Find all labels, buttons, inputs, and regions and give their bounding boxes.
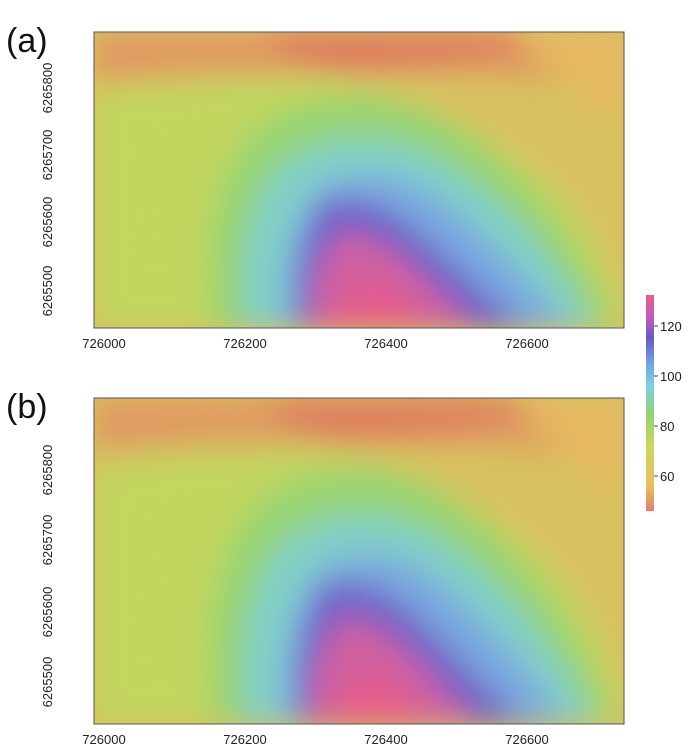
panel-b-y-tick: 6265800 [40,445,55,496]
panel-b-y-tick: 6265600 [40,587,55,638]
panel-a-x-tick: 726400 [364,336,407,351]
panel-b-x-axis: 726000 726200 726400 726600 [82,732,548,747]
panel-a-x-axis: 726000 726200 726400 726600 [82,336,548,351]
panel-b-map [93,397,625,725]
colorbar-tick-label: 100 [660,369,682,384]
colorbar-ramp [646,295,654,511]
panel-a-x-tick: 726600 [505,336,548,351]
panel-b-x-tick: 726000 [82,732,125,747]
panel-a-y-tick: 6265500 [40,266,55,317]
panel-b: (b) 726000 726200 726400 726600 6265800 … [6,388,625,747]
panel-a-y-tick: 6265800 [40,63,55,114]
panel-a-x-tick: 726200 [223,336,266,351]
panel-b-label: (b) [6,388,48,426]
colorbar: 120 100 80 60 [646,295,682,511]
panel-b-x-tick: 726200 [223,732,266,747]
colorbar-tick-label: 60 [660,469,674,484]
panel-a-y-tick: 6265700 [40,130,55,181]
panel-a-y-axis: 6265800 6265700 6265600 6265500 [40,63,55,317]
panel-b-y-axis: 6265800 6265700 6265600 6265500 [40,445,55,708]
panel-b-y-tick: 6265500 [40,657,55,708]
panel-b-x-tick: 726400 [364,732,407,747]
panel-b-y-tick: 6265700 [40,515,55,566]
colorbar-tick-label: 120 [660,319,682,334]
panel-a-label: (a) [6,22,48,60]
colorbar-tick-label: 80 [660,419,674,434]
panel-a-map [93,31,625,329]
panel-b-x-tick: 726600 [505,732,548,747]
panel-a-x-tick: 726000 [82,336,125,351]
panel-a-y-tick: 6265600 [40,197,55,248]
panel-a: (a) 726000 726200 726400 726600 6265800 … [6,22,625,351]
